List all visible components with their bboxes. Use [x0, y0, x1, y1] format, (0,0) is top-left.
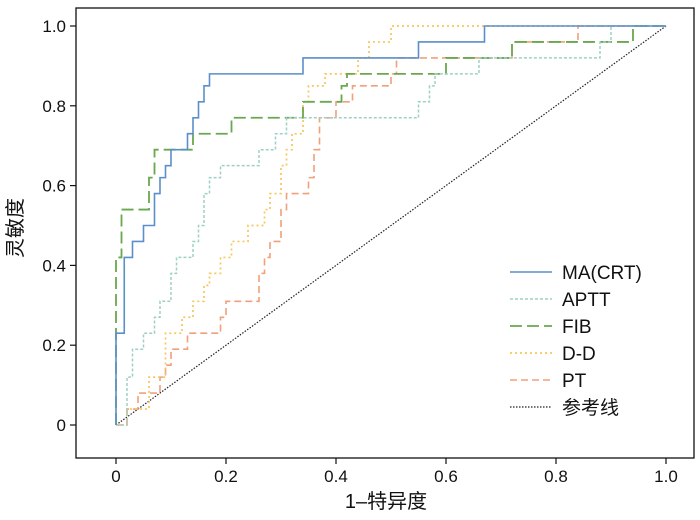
- legend-label-3: FIB: [562, 317, 592, 338]
- series-line-2: [116, 25, 666, 426]
- legend: MA(CRT) APTT FIB D-D PT 参考线: [510, 263, 642, 419]
- series-line-1: [115, 25, 666, 425]
- legend-label-1: MA(CRT): [562, 263, 642, 284]
- x-tick-label: 0: [111, 467, 120, 486]
- legend-label-2: APTT: [562, 290, 611, 311]
- series-line-4: [116, 25, 666, 426]
- x-axis-label: 1–特异度: [345, 490, 427, 513]
- legend-label-6: 参考线: [562, 397, 619, 419]
- x-axis: 0 0.2 0.4 0.6 0.8 1.0: [111, 458, 678, 486]
- series-line-5: [116, 25, 666, 426]
- y-tick-label: 0: [57, 416, 66, 435]
- x-tick-label: 0.8: [544, 467, 568, 486]
- plot-frame: [75, 7, 695, 459]
- series-line-3: [115, 25, 666, 425]
- y-tick-label: 0.6: [42, 177, 66, 196]
- y-axis: 0 0.2 0.4 0.6 0.8 1.0: [42, 17, 76, 435]
- x-tick-label: 1.0: [654, 467, 678, 486]
- legend-label-5: PT: [562, 371, 587, 392]
- x-tick-label: 0.6: [434, 467, 458, 486]
- legend-label-4: D-D: [562, 344, 596, 365]
- series-line-6: [115, 25, 667, 426]
- y-axis-label: 灵敏度: [4, 198, 27, 258]
- y-tick-label: 0.4: [42, 256, 66, 275]
- y-tick-label: 0.2: [42, 336, 66, 355]
- y-tick-label: 0.8: [42, 97, 66, 116]
- series-layer: [115, 25, 667, 426]
- x-tick-label: 0.2: [214, 467, 238, 486]
- y-tick-label: 1.0: [42, 17, 66, 36]
- x-tick-label: 0.4: [324, 467, 348, 486]
